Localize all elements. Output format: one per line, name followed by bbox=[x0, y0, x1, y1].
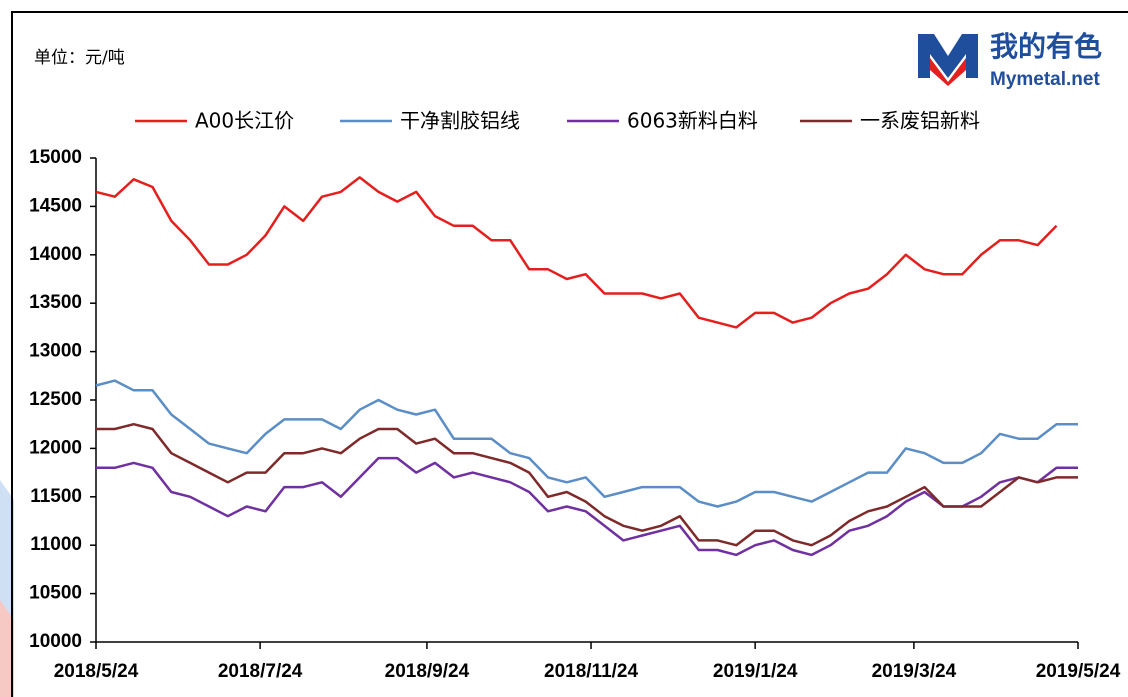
frame bbox=[11, 11, 1128, 697]
y-tick-label: 10000 bbox=[29, 631, 82, 652]
unit-label: 单位：元/吨 bbox=[34, 48, 125, 68]
x-tick-label: 2018/11/24 bbox=[544, 661, 638, 682]
x-tick-label: 2018/5/24 bbox=[54, 661, 139, 682]
y-tick-label: 12500 bbox=[29, 389, 82, 410]
series-line bbox=[96, 456, 1078, 557]
x-tick-label: 2019/3/24 bbox=[872, 661, 957, 682]
y-tick-label: 14000 bbox=[29, 244, 82, 265]
logo-site: Mymetal.net bbox=[990, 69, 1100, 90]
y-tick-label: 14500 bbox=[29, 195, 82, 216]
y-tick-label: 13000 bbox=[29, 341, 82, 362]
legend-label: 干净割胶铝线 bbox=[400, 109, 520, 133]
legend-label: A00长江价 bbox=[195, 109, 294, 133]
logo-icon bbox=[930, 58, 966, 86]
series-line bbox=[96, 422, 1078, 547]
x-tick-label: 2019/5/24 bbox=[1036, 661, 1121, 682]
legend-label: 一系废铝新料 bbox=[860, 109, 980, 133]
logo-name: 我的有色 bbox=[990, 30, 1102, 63]
legend-label: 6063新料白料 bbox=[627, 109, 758, 133]
logo: 我的有色 Mymetal.net bbox=[918, 30, 1102, 90]
y-tick-label: 11000 bbox=[30, 534, 82, 555]
series-line bbox=[95, 176, 1058, 329]
y-tick-label: 12000 bbox=[29, 437, 82, 458]
series-line bbox=[95, 379, 1078, 508]
y-tick-label: 11500 bbox=[30, 486, 82, 507]
y-tick-label: 10500 bbox=[29, 583, 82, 604]
y-tick-label: 15000 bbox=[29, 147, 82, 168]
logo-icon bbox=[918, 34, 978, 78]
edge-decoration bbox=[0, 600, 14, 697]
x-tick-label: 2018/9/24 bbox=[385, 661, 470, 682]
x-tick-label: 2019/1/24 bbox=[713, 661, 798, 682]
y-tick-label: 13500 bbox=[29, 292, 82, 313]
x-tick-label: 2018/7/24 bbox=[218, 661, 303, 682]
